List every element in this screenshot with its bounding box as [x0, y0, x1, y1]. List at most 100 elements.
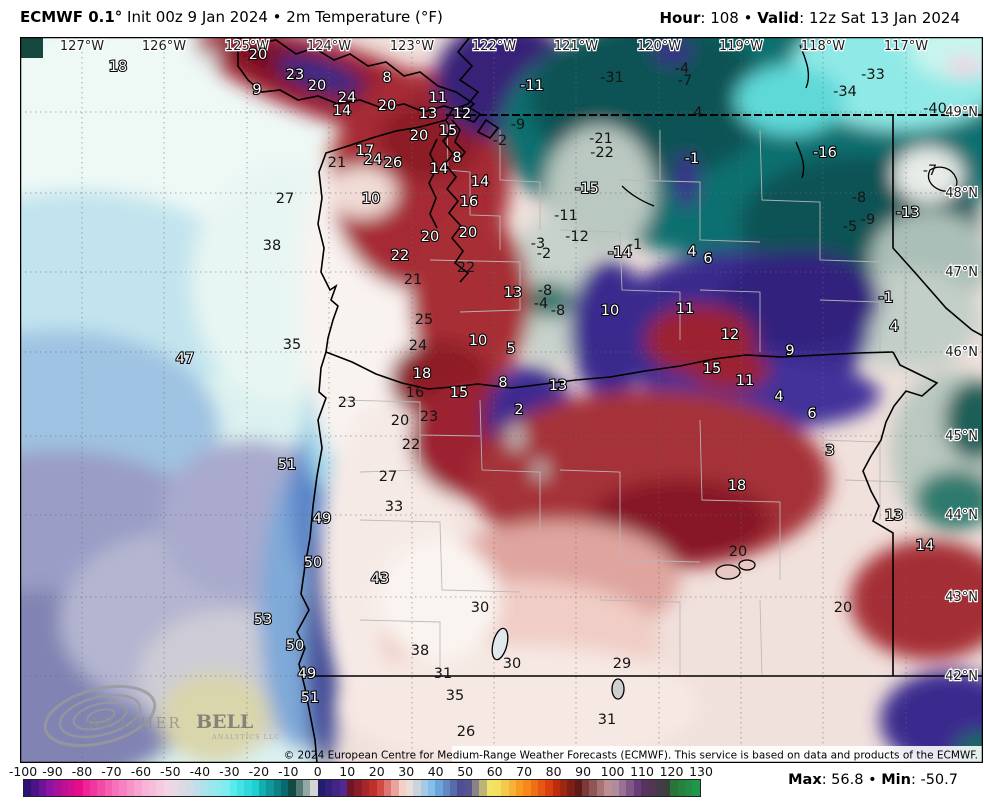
map-label: 25: [415, 312, 433, 328]
map-label: 45°N: [945, 429, 978, 444]
colorbar-cell: [31, 780, 39, 796]
map-label: 49°N: [945, 105, 978, 120]
colorbar-tick-labels: -100 -90 -80 -70 -60 -50 -40 -30 -20 -10 0 10 20 30 40…: [0, 764, 984, 779]
map-label: 49: [298, 666, 316, 682]
map-label: -7: [923, 163, 937, 179]
map-label: -5: [843, 219, 857, 235]
map-label: 51: [301, 690, 319, 706]
colorbar-cell: [75, 780, 83, 796]
colorbar-cell: [449, 780, 458, 796]
map-label: 50: [286, 638, 304, 654]
valid-value: : 12z Sat 13 Jan 2024: [799, 9, 960, 27]
colorbar-tick: 30: [398, 764, 415, 779]
map-label: 18: [109, 59, 127, 75]
map-label: 21: [328, 155, 346, 171]
map-frame: [20, 37, 983, 763]
copyright-strip: [452, 746, 983, 763]
map-label: -2: [493, 133, 507, 149]
upper-klamath-lake: [491, 627, 509, 661]
map-label: 125°W: [225, 39, 269, 54]
model-name: ECMWF 0.1°: [20, 8, 123, 26]
map-label: 24: [409, 338, 427, 354]
logo-text-bell: BELL: [196, 711, 253, 733]
map-label: -33: [861, 67, 885, 83]
colorbar-tick: 110: [630, 764, 654, 779]
map-label: 30: [503, 656, 521, 672]
colorbar-cell: [141, 780, 149, 796]
colorbar-cell: [486, 780, 494, 796]
map-label: 4: [693, 105, 702, 121]
colorbar-tick: 80: [545, 764, 562, 779]
map-label: 24: [338, 90, 356, 106]
colorbar-cell: [185, 780, 193, 796]
colorbar-cell: [244, 780, 252, 796]
map-label: 46°N: [945, 345, 978, 360]
colorbar-cell: [516, 780, 524, 796]
map-label: 122°W: [472, 39, 516, 54]
colorbar-cell: [339, 780, 348, 796]
colorbar-cell: [214, 780, 223, 796]
colorbar-cell: [361, 780, 370, 796]
map-label: 20: [459, 225, 477, 241]
map-label: 15: [439, 123, 457, 139]
map-label: 15: [703, 361, 721, 377]
colorbar-cell: [684, 780, 693, 796]
oregon-idaho-border: [862, 351, 939, 676]
map-label: 43: [371, 571, 389, 587]
colorbar-cell: [325, 780, 333, 796]
colorbar-tick: 120: [659, 764, 684, 779]
map-label: -1: [879, 290, 893, 306]
map-label: 12: [721, 327, 739, 343]
map-label: 48°N: [945, 186, 978, 201]
map-label: 50: [304, 555, 322, 571]
map-label: 26: [457, 724, 475, 740]
colorbar-cell: [156, 780, 164, 796]
map-label: 20: [729, 544, 747, 560]
map-label: 53: [254, 612, 272, 628]
map-label: 20: [308, 78, 326, 94]
map-label: -22: [590, 145, 614, 161]
map-label: -34: [833, 84, 857, 100]
colorbar-cell: [574, 780, 583, 796]
colorbar-cell: [178, 780, 186, 796]
map-label: -4: [534, 296, 548, 312]
map-label: -40: [923, 101, 947, 117]
model-init-info: Init 00z 9 Jan 2024 • 2m Temperature (°F…: [122, 8, 443, 26]
map-label: 121°W: [554, 39, 598, 54]
map-label: 13: [885, 508, 903, 524]
max-label: Max: [788, 772, 822, 788]
colorbar-cell: [112, 780, 120, 796]
colorbar-cell: [618, 780, 627, 796]
map-label: 10: [469, 333, 487, 349]
colorbar-tick: -90: [42, 764, 63, 779]
colorbar-cell: [60, 780, 69, 796]
colorbar-cell: [611, 780, 619, 796]
map-label: 31: [434, 666, 452, 682]
colorbar-cell: [163, 780, 171, 796]
columbia-river-border: [325, 351, 894, 390]
map-label: 11: [429, 90, 447, 106]
map-label: -1: [685, 151, 699, 167]
banks-lake: [621, 185, 655, 207]
hour-value: : 108 •: [700, 9, 758, 27]
map-label: -1: [628, 237, 642, 253]
colorbar-cell: [200, 780, 208, 796]
graticule-grid: [20, 37, 983, 763]
colorbar-cell: [560, 780, 568, 796]
map-label: 20: [410, 128, 428, 144]
map-label: 23: [420, 409, 438, 425]
map-label: 4: [774, 389, 783, 405]
lakes: [491, 44, 958, 700]
colorbar-cell: [317, 780, 326, 796]
colorbar-cell: [24, 780, 32, 796]
colorbar-cell: [545, 780, 553, 796]
forecast-map: WEATHER BELL ANALYTICS LLC 127°W 126°W 125…: [20, 37, 983, 763]
forecast-valid-time: Hour: 108 • Valid: 12z Sat 13 Jan 2024: [659, 9, 960, 27]
colorbar-cell: [633, 780, 641, 796]
colorbar-cell: [398, 780, 406, 796]
colorbar-cell: [207, 780, 215, 796]
map-label: 22: [402, 437, 420, 453]
corner-swatch: [21, 38, 43, 58]
max-value: : 56.8 •: [821, 772, 882, 788]
malheur-lake: [715, 564, 741, 580]
